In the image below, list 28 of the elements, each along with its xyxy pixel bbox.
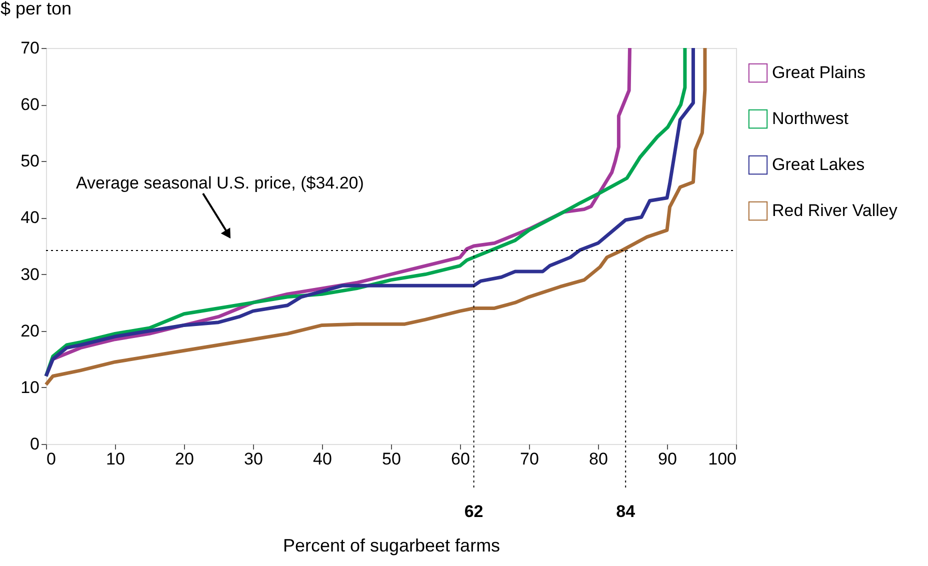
x-tick-label: 50 <box>382 450 401 468</box>
y-tick-label: 30 <box>20 264 40 284</box>
legend-label: Great Plains <box>772 63 866 82</box>
y-tick-label: 10 <box>20 378 40 397</box>
y-axis-title: $ per ton <box>0 0 72 18</box>
legend-label: Great Lakes <box>772 155 865 174</box>
x-tick-label: 30 <box>244 450 263 468</box>
ref-line-label: 84 <box>616 502 636 521</box>
y-tick-label: 60 <box>20 95 40 114</box>
legend-label: Northwest <box>772 109 849 128</box>
x-tick-label: 80 <box>589 450 608 468</box>
ref-line-label: 62 <box>464 502 484 521</box>
x-tick-label: 100 <box>708 450 736 468</box>
annotation: Average seasonal U.S. price, ($34.20) <box>76 174 364 193</box>
y-tick-label: 40 <box>20 208 40 228</box>
y-tick-label: 70 <box>20 38 40 58</box>
x-tick-label: 0 <box>46 450 56 468</box>
x-tick-label: 20 <box>175 450 194 468</box>
x-axis-title: Percent of sugarbeet farms <box>282 536 500 556</box>
y-tick-label: 0 <box>30 434 40 454</box>
legend-label: Red River Valley <box>772 201 898 220</box>
x-tick-label: 70 <box>520 450 539 468</box>
x-tick-label: 10 <box>106 450 125 468</box>
x-tick-label: 40 <box>313 450 332 468</box>
y-tick-label: 50 <box>20 152 40 171</box>
x-tick-label: 90 <box>658 450 677 468</box>
y-tick-label: 20 <box>20 321 40 340</box>
x-tick-label: 60 <box>451 450 470 468</box>
